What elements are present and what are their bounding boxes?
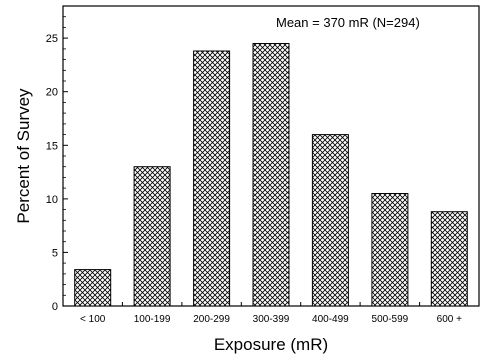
y-tick-label-2: 10 bbox=[46, 194, 58, 206]
annotation-text: Mean = 370 mR (N=294) bbox=[276, 15, 420, 30]
y-axis-title: Percent of Survey bbox=[14, 88, 33, 224]
x-tick-label-5: 500-599 bbox=[372, 314, 409, 325]
y-tick-label-4: 20 bbox=[46, 87, 58, 99]
x-tick-label-0: < 100 bbox=[80, 314, 106, 325]
bar-5 bbox=[371, 193, 409, 307]
y-tick-label-5: 25 bbox=[46, 33, 58, 45]
bar-3 bbox=[252, 43, 290, 307]
x-tick-label-6: 600 + bbox=[437, 314, 462, 325]
bar-2 bbox=[193, 50, 231, 307]
x-tick-label-4: 400-499 bbox=[312, 314, 349, 325]
x-axis-title: Exposure (mR) bbox=[214, 335, 328, 354]
x-tick-label-1: 100-199 bbox=[134, 314, 171, 325]
y-axis-ticks: 0 5 10 15 20 25 bbox=[46, 16, 68, 313]
x-tick-label-2: 200-299 bbox=[193, 314, 230, 325]
bar-6 bbox=[430, 211, 468, 307]
y-tick-label-1: 5 bbox=[52, 247, 58, 259]
y-tick-label-3: 15 bbox=[46, 140, 58, 152]
x-axis-ticks: < 100 100-199 200-299 300-399 400-499 500-599… bbox=[80, 302, 462, 325]
x-tick-label-3: 300-399 bbox=[253, 314, 290, 325]
bar-0 bbox=[74, 269, 112, 307]
bars-group bbox=[74, 43, 468, 307]
y-tick-label-0: 0 bbox=[52, 301, 58, 313]
bar-4 bbox=[311, 134, 349, 307]
bar-1 bbox=[133, 166, 171, 307]
